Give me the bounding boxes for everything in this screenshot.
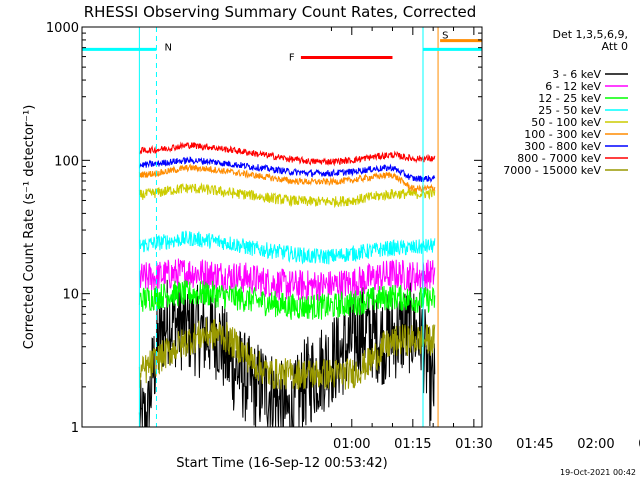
series-line-5 bbox=[138, 182, 436, 209]
x-tick-label: 02:00 bbox=[577, 437, 614, 452]
legend-header-1: Det 1,3,5,6,9, bbox=[552, 28, 628, 41]
x-axis-label: Start Time (16-Sep-12 00:53:42) bbox=[176, 456, 387, 471]
marker-f-label: F bbox=[289, 53, 295, 64]
y-tick-label: 1 bbox=[71, 421, 79, 436]
series-line-2 bbox=[139, 258, 436, 302]
legend-header-2: Att 0 bbox=[602, 40, 628, 53]
legend-label-6: 100 - 300 keV bbox=[524, 128, 601, 141]
legend-label-2: 6 - 12 keV bbox=[545, 80, 601, 93]
legend-label-1: 3 - 6 keV bbox=[552, 68, 601, 81]
series-line-9 bbox=[138, 317, 436, 390]
legend-label-4: 25 - 50 keV bbox=[538, 104, 601, 117]
plot-frame bbox=[81, 26, 483, 428]
x-tick-label: 01:45 bbox=[516, 437, 553, 452]
y-tick-label: 100 bbox=[54, 154, 79, 169]
legend-label-8: 800 - 7000 keV bbox=[517, 152, 601, 165]
x-tick-label: 01:15 bbox=[394, 437, 431, 452]
x-tick-label: 01:30 bbox=[455, 437, 492, 452]
legend-label-7: 300 - 800 keV bbox=[524, 140, 601, 153]
x-tick-label: 01:00 bbox=[333, 437, 370, 452]
legend-label-3: 12 - 25 keV bbox=[538, 92, 601, 105]
legend-label-5: 50 - 100 keV bbox=[531, 116, 601, 129]
series-line-7 bbox=[138, 156, 436, 183]
series-line-8 bbox=[139, 141, 436, 167]
y-tick-label: 10 bbox=[62, 288, 79, 303]
series-line-3 bbox=[138, 278, 436, 320]
series-line-6 bbox=[138, 163, 436, 192]
marker-s-label: S bbox=[442, 31, 448, 42]
footer-date: 19-Oct-2021 00:42 bbox=[560, 468, 636, 477]
x-tick-label: 02:15 bbox=[638, 437, 640, 452]
series-line-1 bbox=[138, 279, 436, 428]
marker-n-label: N bbox=[164, 42, 171, 53]
y-axis-label: Corrected Count Rate (s⁻¹ detector⁻¹) bbox=[22, 105, 37, 350]
chart-title: RHESSI Observing Summary Count Rates, Co… bbox=[84, 3, 477, 21]
legend-label-9: 7000 - 15000 keV bbox=[503, 164, 601, 177]
y-tick-label: 1000 bbox=[46, 21, 79, 36]
series-line-4 bbox=[138, 230, 436, 265]
